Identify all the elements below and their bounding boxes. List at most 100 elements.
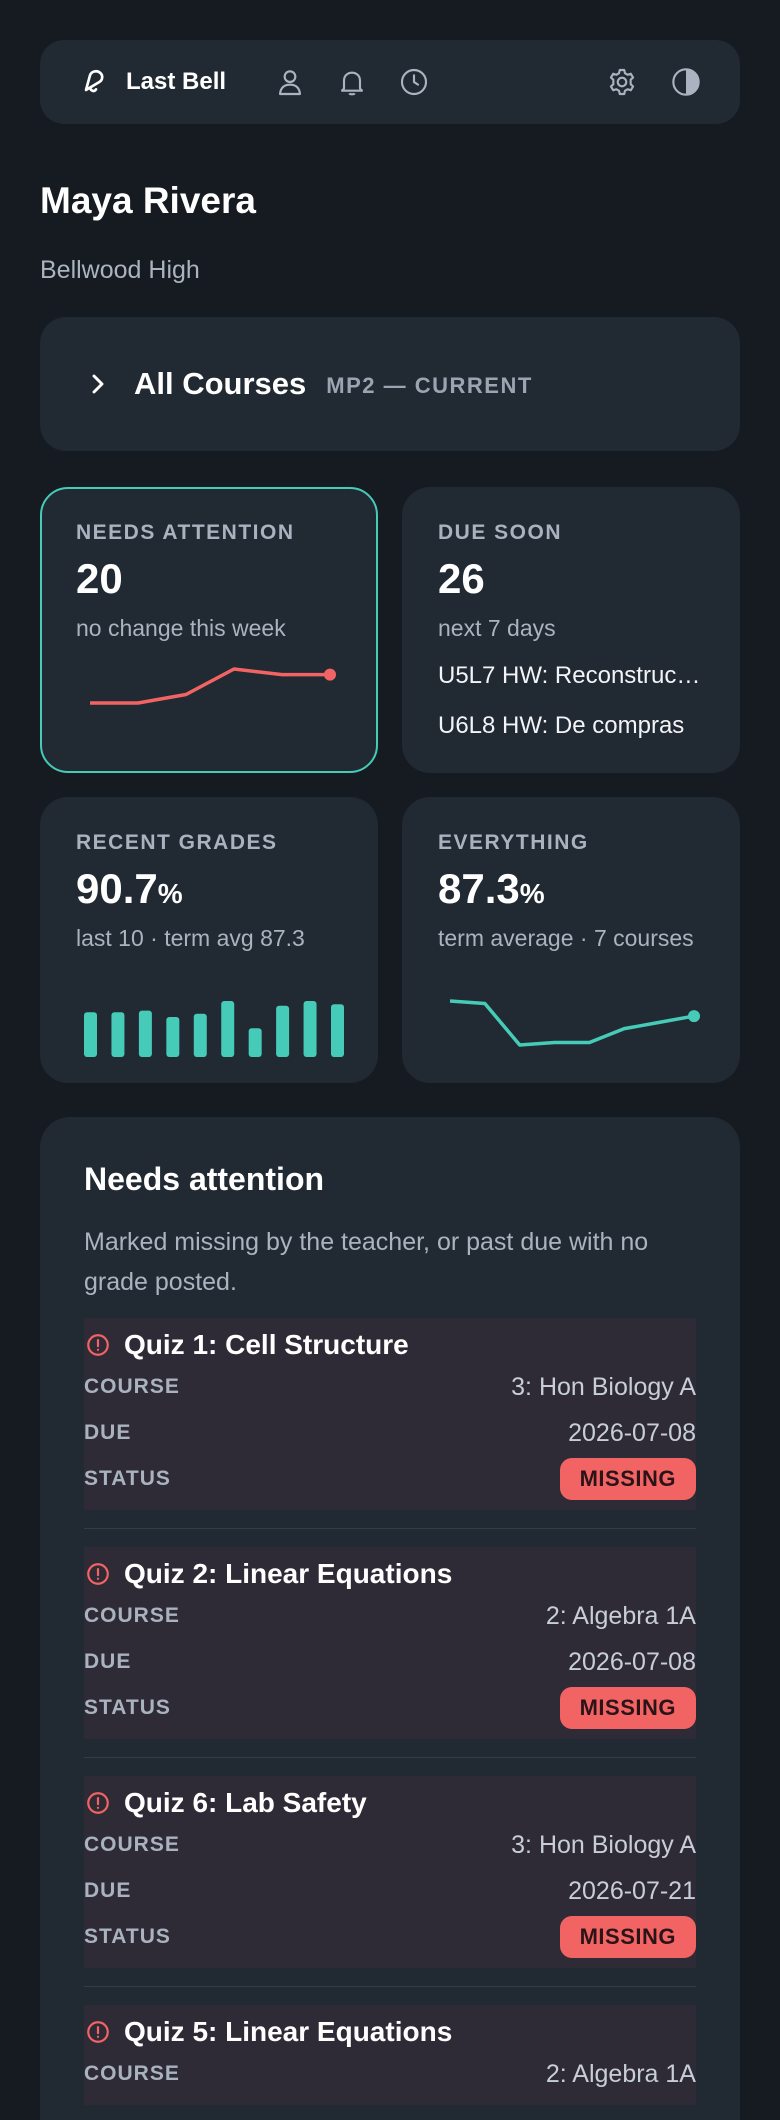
status-row: STATUS MISSING [84, 1685, 696, 1731]
panel-description: Marked missing by the teacher, or past d… [84, 1228, 649, 1296]
everything-card[interactable]: EVERYTHING 87.3% term average · 7 course… [402, 797, 740, 1083]
grade-bar [331, 1004, 344, 1057]
chevron-right-icon [80, 366, 116, 402]
status-row: STATUS MISSING [84, 1914, 696, 1960]
due-value: 2026-07-21 [568, 1876, 696, 1905]
row-label: COURSE [84, 1833, 180, 1856]
row-label: COURSE [84, 2062, 180, 2085]
sparkline-path [90, 667, 330, 705]
sparkline-end-point [688, 1010, 700, 1023]
attention-item[interactable]: Quiz 1: Cell Structure COURSE 3: Hon Bio… [84, 1318, 696, 1510]
item-header: Quiz 6: Lab Safety [84, 1784, 696, 1822]
due-soon-card[interactable]: DUE SOON 26 next 7 days U5L7 HW: Reconst… [402, 487, 740, 773]
card-label: EVERYTHING [438, 831, 589, 854]
status-badge: MISSING [559, 1916, 696, 1958]
value-number: 87.3 [438, 865, 520, 912]
row-label: COURSE [84, 1604, 180, 1627]
attention-item[interactable]: Quiz 5: Linear Equations COURSE 2: Algeb… [84, 2005, 696, 2105]
school-name: Bellwood High [40, 256, 200, 284]
needs-attention-sparkline [90, 667, 336, 705]
needs-attention-card[interactable]: NEEDS ATTENTION 20 no change this week [40, 487, 378, 773]
item-header: Quiz 5: Linear Equations [84, 2013, 696, 2051]
value-unit: % [519, 878, 545, 909]
bell-logo-icon [76, 64, 112, 100]
row-label: DUE [84, 1421, 132, 1444]
course-row: COURSE 3: Hon Biology A [84, 1822, 696, 1868]
settings-icon[interactable] [604, 64, 640, 100]
grade-bar [193, 1013, 207, 1057]
item-title[interactable]: Quiz 1: Cell Structure [124, 1329, 409, 1360]
profile-icon[interactable] [272, 64, 308, 100]
course-row: COURSE 2: Algebra 1A [84, 1593, 696, 1639]
grade-bar [303, 1001, 317, 1057]
card-subtitle: no change this week [76, 615, 286, 641]
due-row: DUE 2026-07-08 [84, 1410, 696, 1456]
due-item[interactable]: U5L7 HW: Reconstruction [438, 662, 704, 689]
history-icon[interactable] [396, 64, 432, 100]
status-badge: MISSING [559, 1687, 696, 1729]
everything-sparkline [449, 999, 700, 1047]
term-label: MP2 — CURRENT [326, 373, 533, 398]
row-label: STATUS [84, 1467, 171, 1490]
divider [84, 1757, 696, 1758]
alert-circle-icon [84, 1789, 112, 1817]
status-badge: MISSING [559, 1458, 696, 1500]
app-name: Last Bell [126, 68, 227, 95]
theme-toggle-icon[interactable] [668, 64, 704, 100]
status-row: STATUS MISSING [84, 1456, 696, 1502]
alert-circle-icon [84, 1560, 112, 1588]
card-label: NEEDS ATTENTION [76, 521, 295, 544]
attention-item[interactable]: Quiz 2: Linear Equations COURSE 2: Algeb… [84, 1547, 696, 1739]
due-item[interactable]: U6L8 HW: De compras [438, 712, 685, 739]
item-header: Quiz 2: Linear Equations [84, 1555, 696, 1593]
course-value: 2: Algebra 1A [545, 1601, 696, 1630]
top-nav: Last Bell [40, 40, 740, 124]
grade-bar [166, 1017, 180, 1057]
divider [84, 1986, 696, 1987]
item-title[interactable]: Quiz 2: Linear Equations [124, 1558, 453, 1589]
grade-bar [248, 1028, 262, 1057]
card-value: 20 [76, 555, 123, 602]
card-subtitle: last 10 · term avg 87.3 [76, 925, 305, 951]
row-label: STATUS [84, 1696, 171, 1719]
recent-grades-card[interactable]: RECENT GRADES 90.7% last 10 · term avg 8… [40, 797, 378, 1083]
due-row: DUE 2026-07-21 [84, 1868, 696, 1914]
card-value: 26 [438, 555, 485, 602]
row-label: COURSE [84, 1375, 180, 1398]
row-label: DUE [84, 1650, 132, 1673]
card-value: 87.3% [438, 865, 704, 913]
due-row: DUE 2026-07-08 [84, 1639, 696, 1685]
card-value: 90.7% [76, 865, 342, 913]
value-unit: % [157, 878, 183, 909]
course-selector[interactable]: All Courses MP2 — CURRENT [40, 317, 740, 451]
card-label: RECENT GRADES [76, 831, 278, 854]
due-value: 2026-07-08 [568, 1647, 696, 1676]
course-row: COURSE 3: Hon Biology A [84, 1364, 696, 1410]
item-header: Quiz 1: Cell Structure [84, 1326, 696, 1364]
course-row: COURSE 2: Algebra 1A [84, 2051, 696, 2097]
item-title[interactable]: Quiz 5: Linear Equations [124, 2016, 453, 2047]
due-value: 2026-07-08 [568, 1418, 696, 1447]
brand[interactable]: Last Bell [76, 64, 226, 100]
row-label: DUE [84, 1879, 132, 1902]
grade-bar [276, 1005, 290, 1057]
course-value: 2: Algebra 1A [545, 2059, 696, 2088]
user-name: Maya Rivera [40, 180, 256, 221]
courses-title: All Courses [134, 366, 307, 401]
course-value: 3: Hon Biology A [511, 1372, 696, 1401]
attention-item[interactable]: Quiz 6: Lab Safety COURSE 3: Hon Biology… [84, 1776, 696, 1968]
grade-bar [138, 1010, 152, 1057]
row-label: STATUS [84, 1925, 171, 1948]
panel-title: Needs attention [84, 1161, 325, 1197]
grade-bar [111, 1012, 125, 1057]
card-subtitle: term average · 7 courses [438, 925, 694, 951]
grade-bar [221, 1001, 235, 1057]
sparkline-end-point [324, 668, 336, 681]
value-number: 90.7 [76, 865, 158, 912]
alert-circle-icon [84, 1331, 112, 1359]
sparkline-path [449, 999, 695, 1047]
item-title[interactable]: Quiz 6: Lab Safety [124, 1787, 367, 1818]
card-subtitle: next 7 days [438, 615, 556, 641]
grade-bar [84, 1012, 97, 1057]
notifications-icon[interactable] [334, 64, 370, 100]
